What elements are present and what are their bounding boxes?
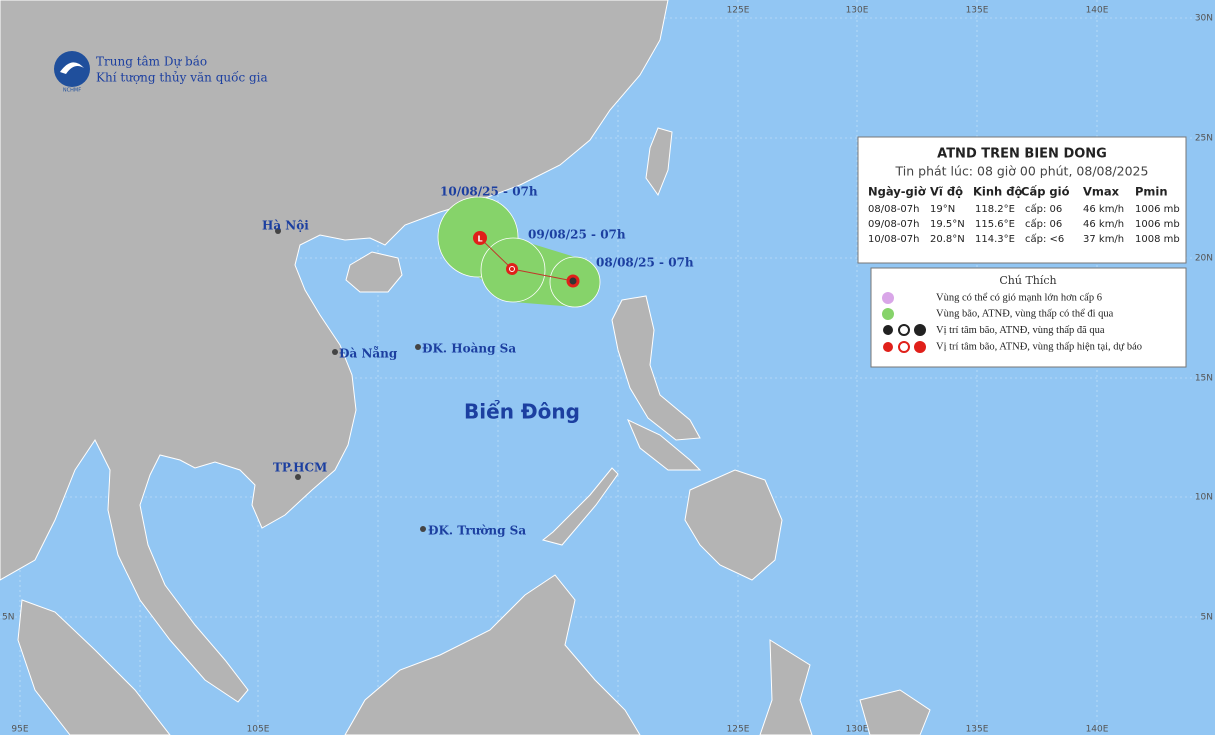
table-cell: 46 km/h (1083, 219, 1124, 230)
sea-label: Biển Đông (464, 400, 580, 424)
lon-label: 105E (247, 725, 270, 735)
logo (54, 51, 90, 87)
lon-label: 140E (1086, 725, 1109, 735)
info-box (857, 136, 1187, 264)
track-label: 08/08/25 - 07h (596, 256, 694, 270)
table-cell: 08/08-07h (868, 204, 920, 215)
table-cell: 09/08-07h (868, 219, 920, 230)
city-dot (275, 228, 281, 234)
table-cell: 19°N (930, 204, 955, 215)
track-symbol (569, 277, 577, 285)
logo-swirl (60, 62, 84, 74)
lon-label: 125E (727, 725, 750, 735)
legend-symbol (883, 342, 893, 352)
lon-label: 135E (966, 6, 989, 16)
lat-label: 15N (1195, 374, 1213, 384)
lat-label: 20N (1195, 254, 1213, 264)
lon-label: 95E (11, 725, 28, 735)
table-cell: 20.8°N (930, 234, 965, 245)
place-label: TP.HCM (273, 461, 327, 475)
table-cell: 19.5°N (930, 219, 965, 230)
table-header: Kinh độ (973, 185, 1022, 199)
track-symbol: L (477, 235, 482, 244)
city-dot (332, 349, 338, 355)
table-header: Cấp gió (1021, 185, 1070, 199)
legend-symbol (898, 324, 910, 336)
lat-label: 5N (1201, 613, 1213, 623)
table-cell: 1006 mb (1135, 219, 1180, 230)
table-cell: 1006 mb (1135, 204, 1180, 215)
palawan (541, 467, 619, 546)
lon-label: 140E (1086, 6, 1109, 16)
legend-symbol (914, 341, 926, 353)
place-label: Hà Nội (262, 219, 309, 233)
lon-label: 135E (966, 725, 989, 735)
legend-item: Vùng bão, ATNĐ, vùng thấp có thể đi qua (936, 309, 1114, 320)
table-cell: 37 km/h (1083, 234, 1124, 245)
info-issued: Tin phát lúc: 08 giờ 00 phút, 08/08/2025 (895, 164, 1149, 179)
sulawesi (759, 639, 813, 735)
legend-item: Vị trí tâm bão, ATNĐ, vùng thấp hiện tại… (936, 341, 1142, 352)
mindanao (684, 469, 783, 581)
track-label: 09/08/25 - 07h (528, 228, 626, 242)
lat-label: 10N (1195, 493, 1213, 503)
track-label: 10/08/25 - 07h (440, 185, 538, 199)
track-symbol (509, 266, 515, 272)
table-cell: cấp: 06 (1025, 203, 1062, 215)
table-header: Ngày-giờ (868, 185, 927, 199)
legend-symbols (882, 292, 926, 353)
visayas (627, 418, 702, 471)
info-title: ATND TREN BIEN DONG (937, 147, 1107, 162)
sumatra (17, 599, 171, 735)
legend-symbol (883, 325, 893, 335)
table-cell: cấp: 06 (1025, 218, 1062, 230)
lon-label: 130E (846, 725, 869, 735)
small-islands (859, 689, 931, 735)
track-point (473, 231, 487, 245)
lat-label: 5N (2, 613, 14, 623)
table-header: Vĩ độ (930, 185, 963, 199)
legend-symbol (898, 341, 910, 353)
org-name: Trung tâm Dự báo (96, 55, 207, 69)
lon-label: 130E (846, 6, 869, 16)
table-cell: 10/08-07h (868, 234, 920, 245)
legend-symbol (882, 292, 894, 304)
place-label: Đà Nẵng (339, 346, 398, 361)
table-cell: 115.6°E (975, 219, 1015, 230)
place-dots (275, 228, 426, 532)
box-texts: ATND TREN BIEN DONG Tin phát lúc: 08 giờ … (868, 147, 1180, 353)
org-name: Khí tượng thủy văn quốc gia (96, 70, 268, 85)
lon-label: 125E (727, 6, 750, 16)
place-label: ĐK. Hoàng Sa (422, 342, 516, 356)
hainan (345, 251, 403, 293)
table-header: Pmin (1135, 185, 1168, 199)
storm-forecast: L (437, 196, 601, 308)
table-cell: 118.2°E (975, 204, 1015, 215)
table-cell: 46 km/h (1083, 204, 1124, 215)
luzon (611, 295, 701, 441)
city-dot (415, 344, 421, 350)
track-point (506, 263, 518, 275)
lat-label: 25N (1195, 134, 1213, 144)
table-cell: cấp: <6 (1025, 233, 1064, 245)
table-cell: 1008 mb (1135, 234, 1180, 245)
place-label: ĐK. Trường Sa (428, 524, 526, 538)
logo-text: NCHMF (63, 88, 81, 94)
borneo (344, 574, 641, 735)
legend-symbol (914, 324, 926, 336)
legend-title: Chú Thích (999, 274, 1056, 287)
legend-symbol (882, 308, 894, 320)
legend-item: Vùng có thể có gió mạnh lớn hơn cấp 6 (936, 292, 1102, 303)
logo-emblem (54, 51, 90, 87)
city-dot (420, 526, 426, 532)
table-cell: 114.3°E (975, 234, 1015, 245)
legend-item: Vị trí tâm bão, ATNĐ, vùng thấp đã qua (936, 325, 1105, 336)
lat-label: 30N (1195, 14, 1213, 24)
city-dot (295, 474, 301, 480)
table-header: Vmax (1083, 185, 1120, 199)
taiwan (645, 127, 673, 197)
